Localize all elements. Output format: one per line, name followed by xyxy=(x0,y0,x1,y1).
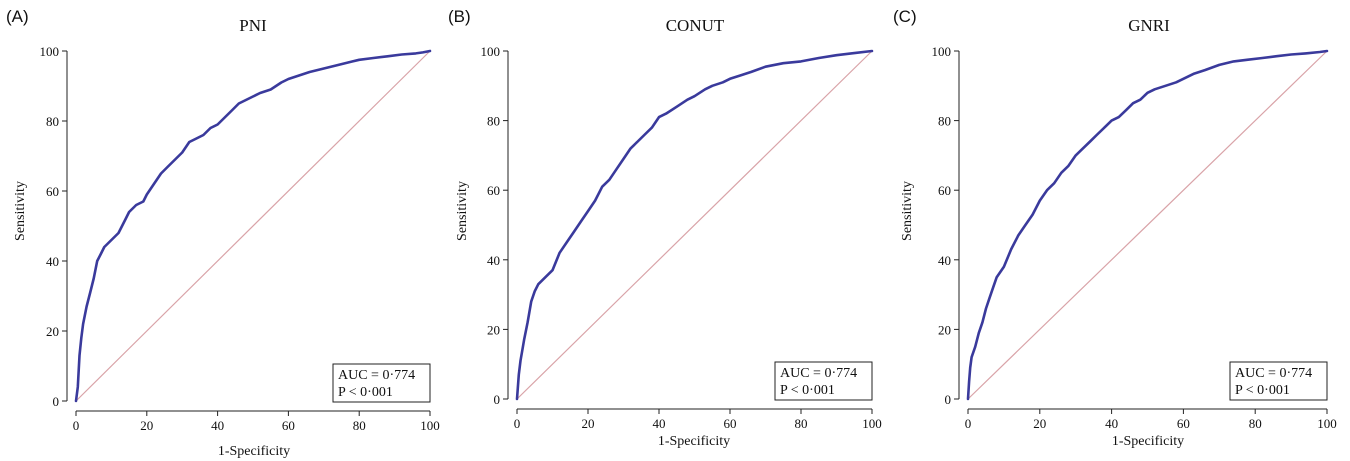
panel-a-x-tick-label: 20 xyxy=(140,418,153,433)
panel-a-y-tick-label: 100 xyxy=(40,44,60,59)
panel-b-auc-text: AUC = 0·774 xyxy=(780,366,857,381)
panel-b-y-tick-label: 20 xyxy=(487,322,500,337)
panel-a-y-tick-label: 80 xyxy=(46,114,59,129)
panel-c-y-axis-label: Sensitivity xyxy=(900,181,915,241)
panel-a-p-value-text: P < 0·001 xyxy=(338,385,393,400)
panel-a-x-tick-label: 40 xyxy=(211,418,224,433)
panel-a: (A) PNI Sensitivity 1-Specificity 0 20 40 6… xyxy=(6,7,440,459)
panel-c-x-axis-label: 1-Specificity xyxy=(1112,434,1184,449)
panel-b-title: CONUT xyxy=(666,16,725,35)
panel-c-y-tick-label: 60 xyxy=(938,183,951,198)
panel-c-roc-curve xyxy=(966,49,1329,401)
panel-b-y-tick-label: 40 xyxy=(487,253,500,268)
panel-a-title: PNI xyxy=(239,16,267,35)
panel-c-auc-text: AUC = 0·774 xyxy=(1235,366,1312,381)
panel-a-x-tick-label: 60 xyxy=(282,418,295,433)
panel-a-label: (A) xyxy=(6,7,29,26)
panel-b-roc-curve xyxy=(515,49,874,401)
panel-b-x-tick-label: 40 xyxy=(653,416,666,431)
panel-a-x-tick-label: 0 xyxy=(73,418,80,433)
panel-c-y-tick-label: 80 xyxy=(938,114,951,129)
panel-b-y-tick-label: 0 xyxy=(494,392,501,407)
panel-c-plot: 0 20 40 60 80 100 0 20 40 60 80 100 xyxy=(932,44,1337,431)
panel-b-x-tick-label: 0 xyxy=(514,416,521,431)
panel-c-y-tick-label: 40 xyxy=(938,253,951,268)
panel-c-x-tick-label: 40 xyxy=(1105,416,1118,431)
panel-a-y-tick-label: 0 xyxy=(53,394,60,409)
panel-a-x-tick-label: 80 xyxy=(353,418,366,433)
panel-c-label: (C) xyxy=(893,7,917,26)
panel-c-x-tick-label: 100 xyxy=(1317,416,1337,431)
panel-c-p-value-text: P < 0·001 xyxy=(1235,383,1290,398)
panel-b-p-value-text: P < 0·001 xyxy=(780,383,835,398)
panel-b-label: (B) xyxy=(448,7,471,26)
panel-a-y-tick-label: 40 xyxy=(46,254,59,269)
panel-b-x-tick-label: 20 xyxy=(582,416,595,431)
panel-a-auc-text: AUC = 0·774 xyxy=(338,368,415,383)
panel-c-x-tick-label: 60 xyxy=(1177,416,1190,431)
panel-a-reference-line xyxy=(75,50,431,402)
panel-c-x-tick-label: 80 xyxy=(1249,416,1262,431)
panel-b: (B) CONUT Sensitivity 1-Specificity 0 20 4… xyxy=(448,7,882,449)
panel-c-x-tick-label: 20 xyxy=(1033,416,1046,431)
panel-b-x-axis-label: 1-Specificity xyxy=(658,434,730,449)
panel-b-plot: 0 20 40 60 80 100 0 20 40 60 80 100 xyxy=(481,44,882,431)
panel-b-x-tick-label: 60 xyxy=(724,416,737,431)
panel-a-y-axis-label: Sensitivity xyxy=(13,181,28,241)
panel-c-auc-box: AUC = 0·774 P < 0·001 xyxy=(1229,361,1328,401)
panel-a-plot: 0 20 40 60 80 100 0 20 40 60 80 100 xyxy=(40,44,440,433)
panel-a-y-tick-label: 60 xyxy=(46,184,59,199)
panel-b-x-tick-label: 80 xyxy=(795,416,808,431)
panel-b-auc-box: AUC = 0·774 P < 0·001 xyxy=(774,361,873,401)
panel-b-y-tick-label: 100 xyxy=(481,44,501,59)
panel-c-x-tick-label: 0 xyxy=(965,416,972,431)
panel-a-x-tick-label: 100 xyxy=(420,418,440,433)
panel-c-title: GNRI xyxy=(1128,16,1170,35)
panel-b-reference-line xyxy=(516,50,873,400)
panel-a-auc-box: AUC = 0·774 P < 0·001 xyxy=(332,363,431,403)
panel-b-y-axis-label: Sensitivity xyxy=(455,181,470,241)
panel-b-x-tick-label: 100 xyxy=(862,416,882,431)
panel-c: (C) GNRI Sensitivity 1-Specificity 0 20 40… xyxy=(893,7,1337,449)
panel-b-y-tick-label: 60 xyxy=(487,183,500,198)
panel-c-y-tick-label: 100 xyxy=(932,44,952,59)
panel-a-roc-curve xyxy=(74,49,432,403)
panel-c-y-tick-label: 20 xyxy=(938,322,951,337)
panel-c-reference-line xyxy=(967,50,1328,400)
panel-a-y-tick-label: 20 xyxy=(46,324,59,339)
panel-c-y-tick-label: 0 xyxy=(945,392,952,407)
panel-b-y-tick-label: 80 xyxy=(487,114,500,129)
panel-a-x-axis-label: 1-Specificity xyxy=(218,444,290,459)
